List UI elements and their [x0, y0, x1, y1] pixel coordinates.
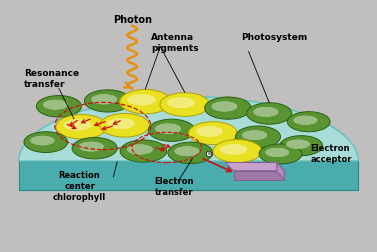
Text: e: e: [207, 151, 211, 156]
Ellipse shape: [211, 102, 237, 111]
Ellipse shape: [24, 132, 67, 152]
Ellipse shape: [64, 119, 92, 130]
Ellipse shape: [155, 124, 181, 134]
Ellipse shape: [127, 94, 156, 105]
Ellipse shape: [286, 140, 310, 149]
Polygon shape: [19, 97, 358, 161]
Ellipse shape: [220, 144, 247, 154]
Ellipse shape: [175, 146, 199, 156]
Ellipse shape: [168, 142, 213, 164]
Ellipse shape: [72, 137, 117, 159]
Ellipse shape: [31, 136, 55, 145]
Ellipse shape: [120, 140, 167, 162]
Ellipse shape: [43, 100, 68, 110]
Ellipse shape: [247, 103, 292, 124]
Ellipse shape: [253, 107, 278, 117]
Ellipse shape: [286, 140, 310, 149]
Text: Resonance
transfer: Resonance transfer: [24, 69, 79, 89]
Ellipse shape: [211, 102, 237, 111]
Ellipse shape: [265, 148, 289, 157]
Ellipse shape: [167, 98, 195, 108]
Ellipse shape: [148, 119, 195, 141]
Ellipse shape: [265, 148, 289, 157]
Ellipse shape: [36, 96, 81, 117]
Ellipse shape: [120, 89, 171, 114]
Text: Electron
acceptor: Electron acceptor: [311, 144, 352, 164]
Ellipse shape: [294, 116, 317, 125]
Ellipse shape: [280, 136, 323, 156]
Ellipse shape: [92, 94, 117, 104]
Ellipse shape: [92, 94, 117, 104]
Ellipse shape: [259, 144, 302, 164]
Ellipse shape: [160, 93, 210, 116]
Ellipse shape: [196, 126, 223, 137]
Ellipse shape: [100, 113, 149, 137]
Ellipse shape: [213, 140, 262, 163]
Ellipse shape: [236, 126, 280, 147]
Ellipse shape: [107, 118, 135, 129]
Text: Photosystem: Photosystem: [241, 33, 307, 42]
Text: Electron
transfer: Electron transfer: [155, 177, 194, 197]
Ellipse shape: [127, 144, 153, 154]
Ellipse shape: [167, 98, 195, 108]
Ellipse shape: [253, 107, 278, 117]
Ellipse shape: [155, 124, 181, 134]
Text: Reaction
center
chlorophyll: Reaction center chlorophyll: [53, 171, 106, 202]
Ellipse shape: [205, 97, 251, 119]
Polygon shape: [20, 161, 358, 191]
Polygon shape: [277, 163, 284, 180]
Text: Antenna
pigments: Antenna pigments: [151, 33, 199, 53]
Ellipse shape: [175, 146, 199, 156]
Ellipse shape: [127, 144, 153, 154]
Ellipse shape: [79, 142, 104, 151]
Ellipse shape: [188, 122, 238, 145]
Ellipse shape: [287, 112, 330, 132]
Ellipse shape: [242, 130, 267, 140]
Ellipse shape: [196, 126, 223, 137]
Ellipse shape: [107, 118, 135, 129]
Polygon shape: [225, 163, 284, 171]
Ellipse shape: [294, 116, 317, 125]
Ellipse shape: [127, 94, 156, 105]
Ellipse shape: [242, 130, 267, 140]
Ellipse shape: [56, 115, 107, 139]
Ellipse shape: [220, 144, 247, 154]
Ellipse shape: [43, 100, 68, 110]
Ellipse shape: [64, 119, 92, 130]
Polygon shape: [234, 171, 284, 180]
Ellipse shape: [31, 136, 55, 145]
Ellipse shape: [84, 90, 131, 112]
Ellipse shape: [79, 142, 104, 151]
Text: Photon: Photon: [113, 15, 152, 25]
